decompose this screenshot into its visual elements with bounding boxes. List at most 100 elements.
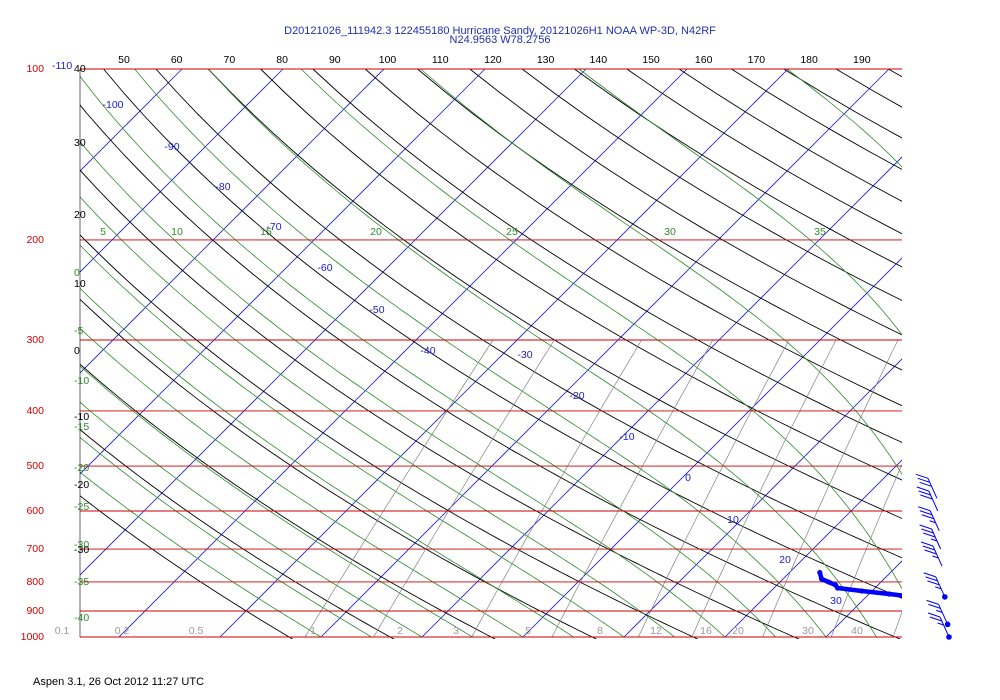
moist-adiabat-line <box>578 68 902 336</box>
temperature-point <box>975 629 980 634</box>
left-label: 10 <box>74 278 86 290</box>
wind-barb-flag <box>926 599 939 605</box>
wind-barb-flag <box>920 494 933 500</box>
chart-title: D20121026_111942.3 122455180 Hurricane S… <box>284 25 716 37</box>
moist-adiabat-line <box>300 68 902 590</box>
isotherm-line <box>80 68 183 172</box>
isotherm-label: -90 <box>164 141 179 153</box>
moist-left-label: -15 <box>74 421 89 433</box>
left-label: -30 <box>74 544 89 556</box>
pressure-label: 400 <box>26 405 44 417</box>
pressure-label: 700 <box>26 543 44 555</box>
left-label: -20 <box>74 479 89 491</box>
moist-adiabat-line <box>420 68 902 476</box>
wind-barb-staff <box>932 545 943 567</box>
mixing-ratio-label: 2 <box>397 625 403 637</box>
wind-barb-flag <box>916 486 929 492</box>
dewpoint-point <box>859 588 865 594</box>
isotherm-label: -60 <box>317 262 332 274</box>
wind-barb-half <box>935 586 942 590</box>
wind-barb-flag <box>923 532 936 538</box>
wind-barb-staff <box>939 616 950 638</box>
wind-barb-flag <box>918 506 931 512</box>
moist-top-label: 20 <box>370 226 382 238</box>
wind-barb-flag <box>922 545 935 551</box>
isotherm-label: -20 <box>569 390 584 402</box>
wind-barb-half <box>936 609 943 613</box>
pressure-label: 900 <box>26 605 44 617</box>
wind-barb-flag <box>918 490 931 496</box>
mixing-ratio-line <box>830 463 902 638</box>
temperature-point <box>920 573 925 578</box>
isotherm-line <box>320 68 890 638</box>
wind-barb-staff <box>938 604 949 625</box>
isotherm-label: -30 <box>517 349 532 361</box>
moist-left-label: -20 <box>74 462 89 474</box>
dry-adiabat-line <box>80 104 902 639</box>
left-label: -10 <box>74 411 89 423</box>
isotherm-label: -100 <box>102 99 123 111</box>
dewpoint-point <box>916 597 921 602</box>
isotherm-line <box>522 257 902 638</box>
wind-barb-staff <box>935 576 946 598</box>
dewpoint-point <box>928 606 933 611</box>
dry-adiabat-line <box>80 363 496 639</box>
mixing-ratio-line <box>637 339 790 638</box>
moist-adiabat-line <box>80 436 372 638</box>
pressure-label: 300 <box>26 334 44 346</box>
wind-barb-flag <box>920 541 934 547</box>
pressure-label: 600 <box>26 505 44 517</box>
isotherm-line <box>724 459 902 638</box>
temperature-point <box>963 624 968 629</box>
dewpoint-point <box>922 611 927 616</box>
dewpoint-point <box>975 632 980 637</box>
dry-adiabat-line <box>364 68 902 407</box>
wind-barb-flag <box>921 528 934 534</box>
moist-adiabat-line <box>80 401 423 638</box>
isotherm-line <box>118 68 688 638</box>
dry-adiabat-line <box>207 68 902 519</box>
wind-barb-flag <box>919 510 933 516</box>
mixing-ratio-label: 0.5 <box>189 625 204 637</box>
temperature-line <box>909 576 992 637</box>
pressure-label: 100 <box>26 63 44 75</box>
temperature-point <box>907 591 912 596</box>
dry-adiabat-line <box>417 68 902 371</box>
dewpoint-point <box>818 576 825 582</box>
isotherm-line <box>80 68 587 576</box>
wind-barb-flag <box>925 576 938 582</box>
wind-barb-staff <box>929 510 940 531</box>
footer-version: Aspen 3.1, 26 Oct 2012 11:27 UTC <box>33 676 205 688</box>
top-label: 90 <box>329 54 341 66</box>
left-label: 30 <box>74 137 86 149</box>
moist-adiabat-line <box>786 68 902 168</box>
moist-left-label: -25 <box>74 501 89 513</box>
mixing-ratio-line <box>975 340 1000 637</box>
temperature-point <box>990 634 995 639</box>
isotherm-line <box>927 69 1000 637</box>
moist-top-label: 5 <box>100 226 106 238</box>
top-label: 120 <box>484 54 502 66</box>
mixing-ratio-label: 40 <box>851 625 863 637</box>
isotherm-label: -10 <box>619 431 634 443</box>
top-label: 50 <box>118 54 130 66</box>
dry-adiabat-line <box>155 68 902 559</box>
isotherm-line <box>80 68 284 273</box>
moist-adiabat-line <box>134 68 827 638</box>
left-label: 0 <box>74 345 80 357</box>
mixing-ratio-label: 30 <box>802 625 814 637</box>
isotherm-label: -40 <box>420 345 435 357</box>
moist-left-label: -10 <box>74 375 89 387</box>
dry-adiabat-line <box>993 69 1000 649</box>
dewpoint-point <box>957 627 962 632</box>
dewpoint-point <box>825 579 832 585</box>
isotherm-line <box>80 68 486 475</box>
moist-adiabat-line <box>80 471 322 638</box>
dry-adiabat-line <box>80 234 699 639</box>
temperature-point <box>919 585 924 590</box>
wind-barb-flag <box>923 572 936 578</box>
wind-barb-flag <box>915 473 929 479</box>
wind-barb-half <box>937 622 944 626</box>
moist-left-label: -30 <box>74 539 89 551</box>
